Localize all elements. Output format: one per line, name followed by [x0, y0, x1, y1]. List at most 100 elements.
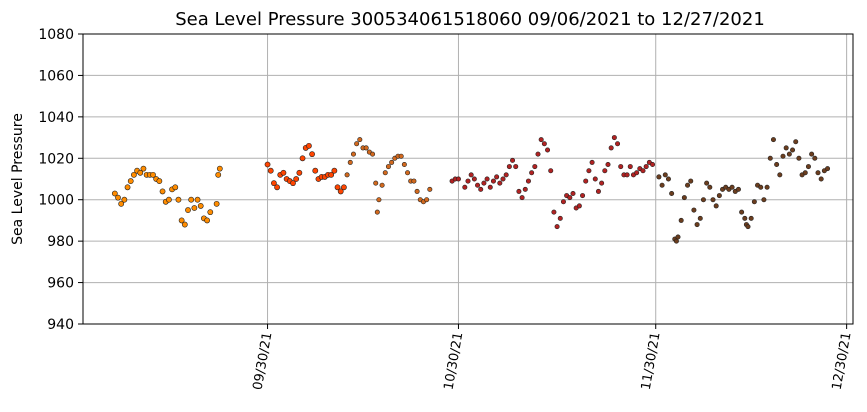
y-tick-label: 1080 — [38, 27, 74, 43]
y-tick-label: 1060 — [38, 68, 74, 84]
data-point — [580, 193, 586, 199]
data-point — [567, 195, 573, 201]
data-point — [707, 184, 713, 190]
data-point — [541, 141, 547, 147]
data-point — [401, 162, 407, 168]
data-point — [716, 193, 722, 199]
data-point — [500, 176, 506, 182]
data-point — [374, 209, 380, 215]
data-point — [111, 190, 118, 197]
data-point — [309, 151, 315, 158]
data-point — [137, 169, 144, 176]
data-point — [525, 178, 531, 184]
data-point — [786, 151, 792, 157]
y-axis-label: Sea Level Pressure — [10, 113, 26, 245]
data-point — [602, 168, 608, 174]
plot-frame — [82, 33, 854, 325]
data-point — [481, 180, 487, 186]
data-point — [538, 137, 544, 143]
data-point — [522, 186, 528, 192]
data-point — [659, 182, 665, 188]
data-point — [478, 186, 484, 192]
data-point — [178, 217, 185, 224]
data-point — [656, 174, 662, 180]
chart-title: Sea Level Pressure 300534061518060 09/06… — [175, 9, 765, 30]
data-point — [191, 205, 198, 211]
data-point — [783, 145, 789, 151]
data-point — [118, 200, 125, 207]
data-point — [678, 217, 684, 223]
data-point — [675, 234, 681, 240]
data-point — [172, 184, 179, 191]
data-point — [213, 200, 220, 207]
data-point — [411, 178, 417, 184]
data-point — [627, 164, 633, 170]
y-tick-label: 1020 — [38, 151, 74, 167]
data-point — [465, 178, 471, 184]
data-point — [809, 151, 815, 157]
data-point — [825, 166, 831, 172]
data-point — [513, 164, 519, 170]
data-point — [710, 197, 716, 203]
data-point — [815, 170, 821, 176]
data-point — [389, 159, 395, 165]
data-point — [207, 209, 214, 216]
data-point — [197, 203, 204, 209]
data-point — [376, 197, 382, 203]
data-point — [599, 180, 605, 186]
data-point — [697, 215, 703, 221]
data-point — [548, 168, 554, 174]
data-point — [427, 186, 433, 192]
data-point — [341, 184, 347, 191]
data-point — [398, 153, 404, 159]
data-point — [471, 176, 477, 182]
data-point — [379, 182, 385, 188]
data-point — [774, 162, 780, 168]
data-point — [545, 147, 551, 153]
data-point — [529, 170, 535, 176]
data-point — [615, 141, 621, 147]
data-point — [121, 196, 128, 203]
data-point — [735, 186, 741, 192]
data-point — [713, 203, 719, 209]
data-point — [704, 180, 710, 186]
y-tick-label: 1000 — [38, 193, 74, 209]
data-point — [127, 178, 134, 184]
data-point — [576, 203, 582, 209]
data-point — [385, 164, 391, 170]
data-point — [685, 182, 691, 188]
data-point — [215, 171, 222, 178]
data-point — [484, 176, 490, 182]
data-point — [280, 169, 287, 176]
data-point — [764, 184, 770, 190]
data-point — [761, 197, 767, 203]
data-point — [592, 176, 598, 182]
data-point — [611, 135, 617, 141]
data-point — [156, 178, 163, 184]
data-point — [166, 196, 172, 203]
data-point — [818, 176, 824, 182]
data-point — [293, 176, 300, 182]
data-point — [306, 142, 312, 149]
y-tick-label: 1040 — [38, 110, 74, 126]
data-point — [487, 184, 493, 190]
data-point — [331, 167, 338, 174]
data-point — [175, 196, 182, 203]
data-point — [673, 238, 679, 244]
data-point — [665, 176, 671, 182]
data-point — [475, 182, 481, 188]
data-point — [758, 184, 764, 190]
data-point — [188, 196, 195, 203]
data-point — [296, 169, 303, 176]
y-tick-label: 960 — [47, 276, 74, 292]
y-axis-ticks: 940 960 980 1000 1020 1040 1060 1080 — [38, 27, 83, 333]
data-point — [455, 176, 461, 182]
data-point — [347, 159, 353, 165]
data-point — [185, 207, 191, 213]
data-point — [650, 162, 656, 168]
data-point — [337, 188, 344, 195]
data-point — [194, 196, 201, 203]
data-point — [354, 141, 360, 147]
data-point — [124, 184, 131, 191]
data-point — [624, 172, 630, 178]
